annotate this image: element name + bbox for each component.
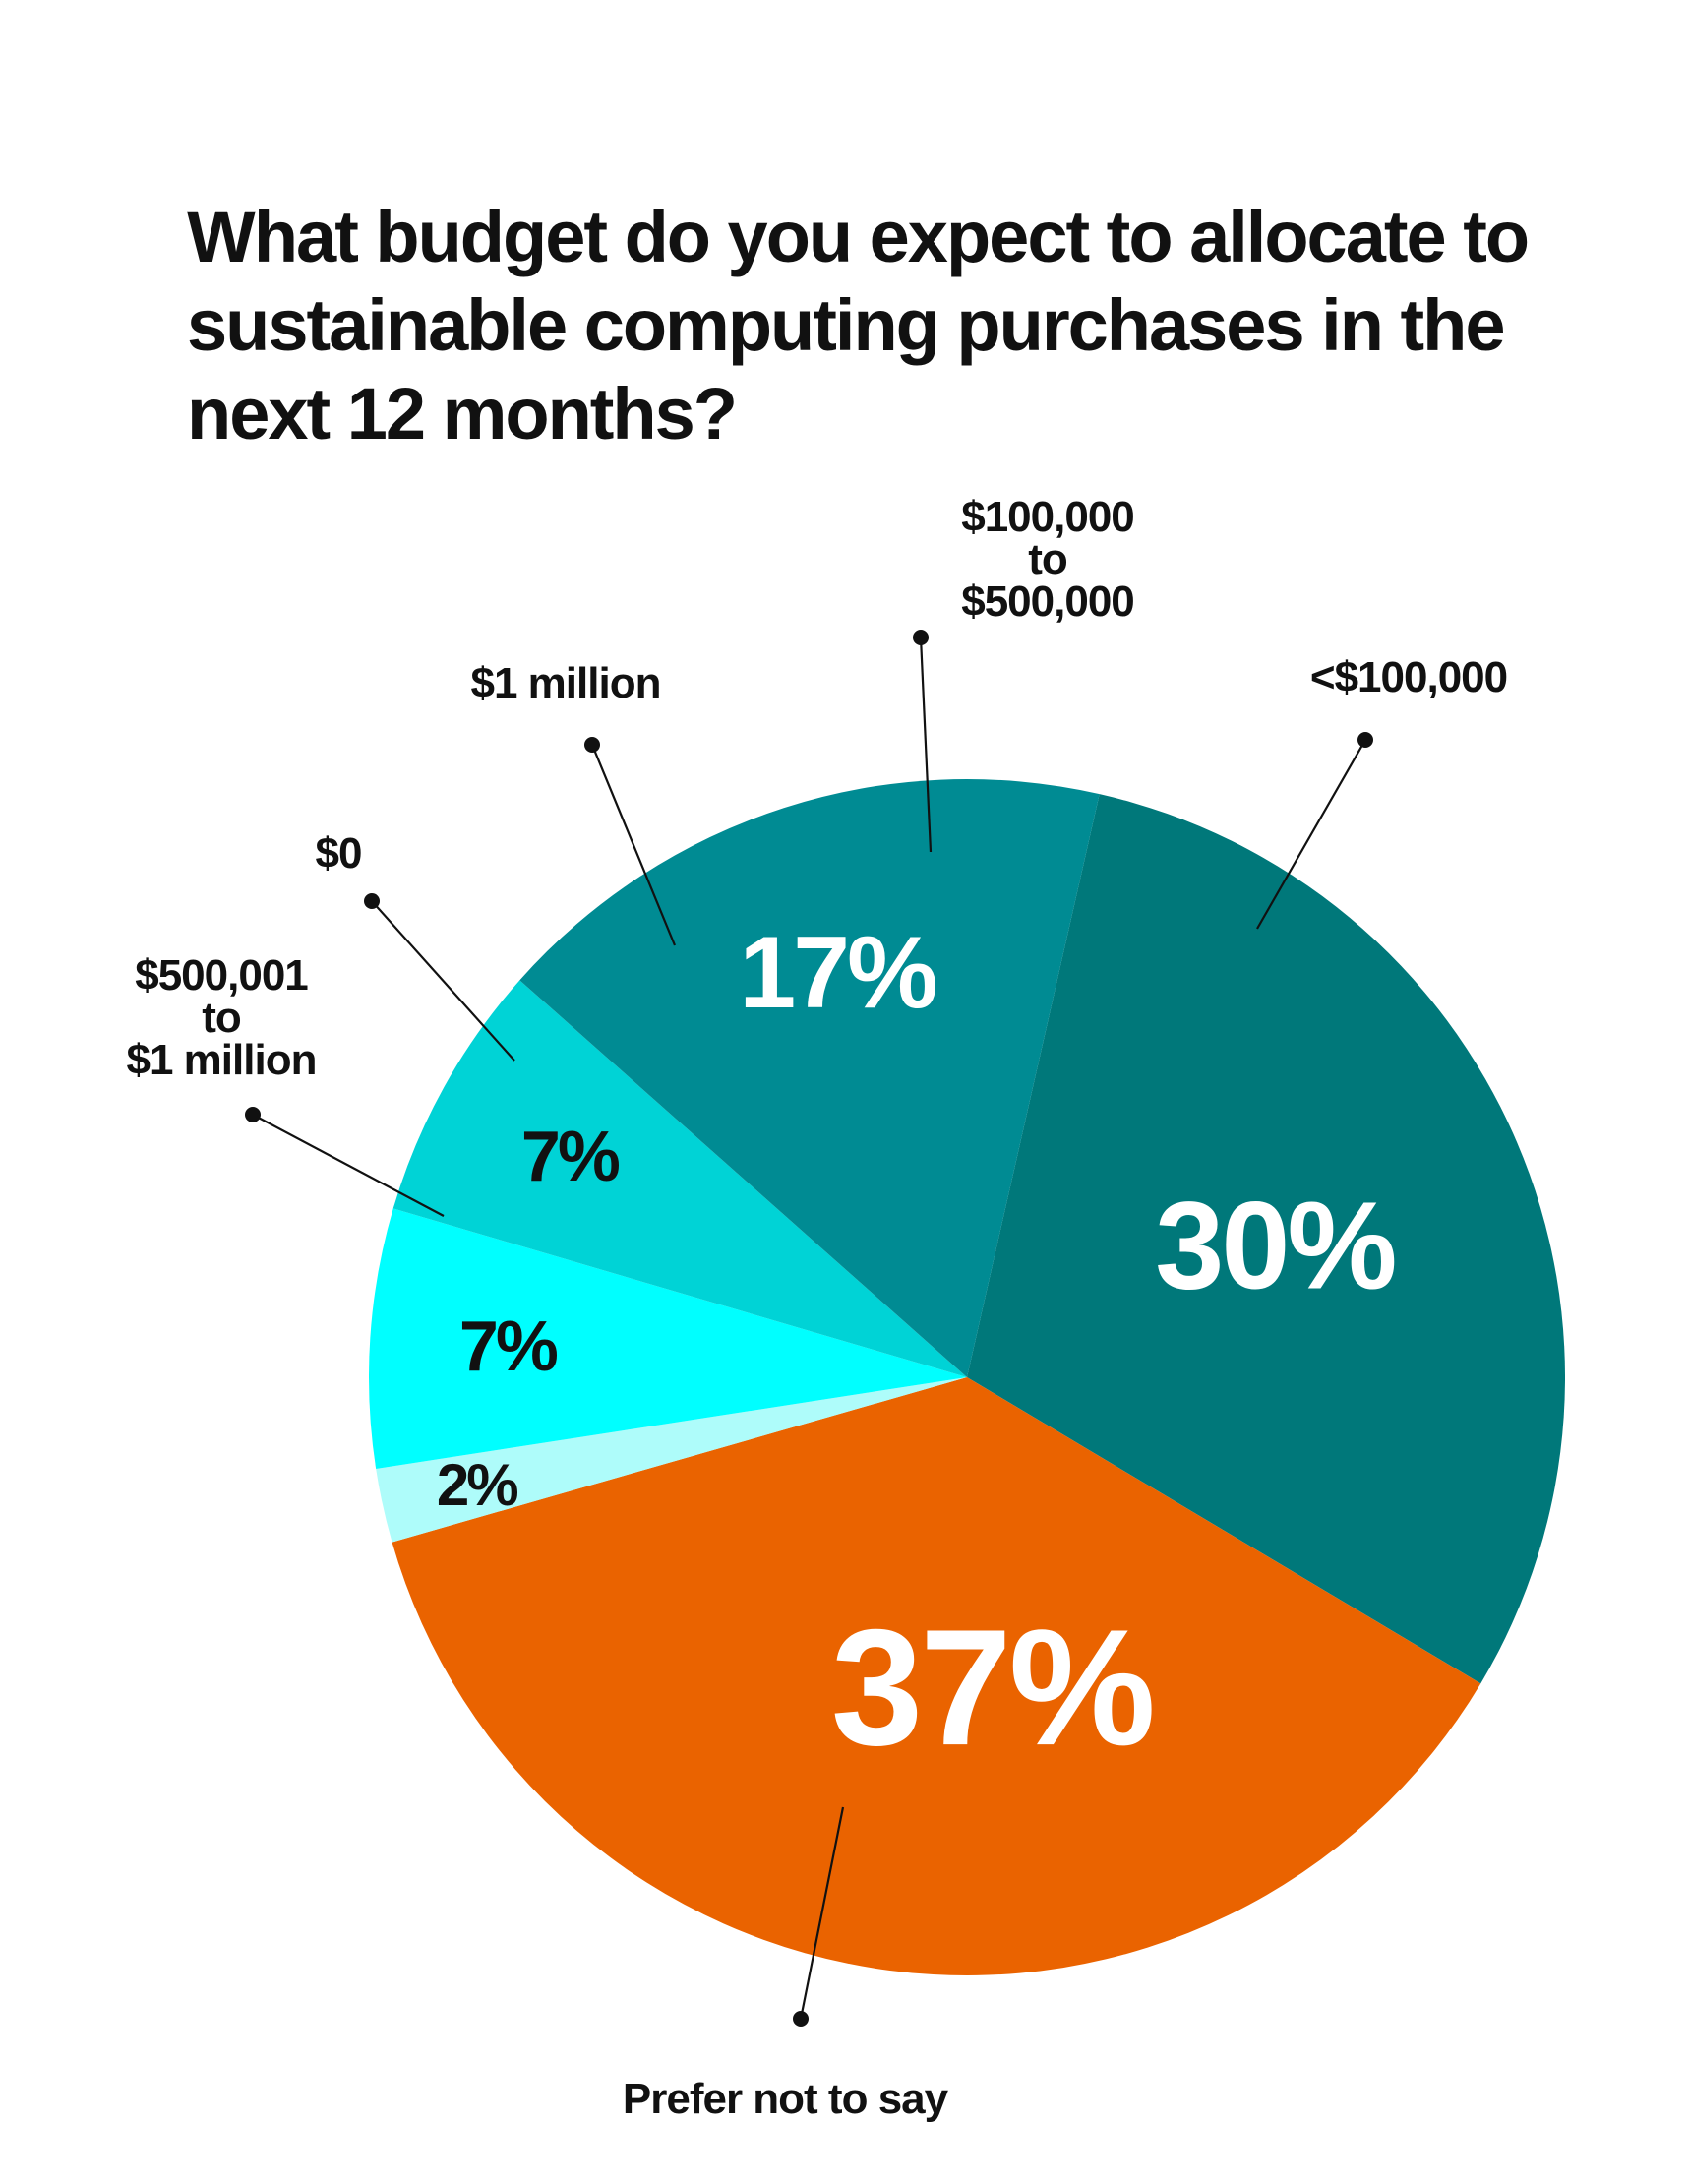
pie-slice-zero xyxy=(369,1208,967,1470)
callout-dot-lt100k xyxy=(1357,732,1373,748)
slice-category-label-line: $500,000 xyxy=(961,577,1134,626)
slice-category-label-line: $1 million xyxy=(471,659,661,707)
chart-title-line-2: sustainable computing purchases in the xyxy=(187,284,1506,366)
slice-category-label-line: $500,001 xyxy=(135,951,308,1000)
callout-line-prefer xyxy=(799,1806,845,2020)
pie-callouts xyxy=(245,630,1373,2027)
slice-category-label-500k1m: $500,001 to $1 million xyxy=(127,951,317,1084)
slice-value-label-100k500k: 17% xyxy=(739,916,935,1030)
callout-line-500k1m xyxy=(252,1114,445,1217)
callout-line-1m xyxy=(590,744,677,946)
callout-dot-500k1m xyxy=(245,1107,261,1122)
slice-value-label-1m: 7% xyxy=(521,1118,620,1196)
slice-value-label-lt100k: 30% xyxy=(1155,1176,1394,1314)
slice-category-label-line: $1 million xyxy=(127,1036,317,1084)
slice-value-label-zero: 7% xyxy=(459,1307,558,1386)
callout-line-100k500k xyxy=(919,637,933,853)
slice-category-label-line: <$100,000 xyxy=(1310,653,1507,701)
slice-category-label-line: to xyxy=(1028,535,1067,583)
chart-title-line-1: What budget do you expect to allocate to xyxy=(187,196,1530,277)
slice-value-label-500k1m: 2% xyxy=(437,1452,517,1518)
chart-title-line-3: next 12 months? xyxy=(187,373,738,455)
slice-category-label-line: to xyxy=(202,994,241,1042)
chart-title: What budget do you expect to allocate to… xyxy=(187,193,1564,458)
callout-dot-prefer xyxy=(793,2011,809,2027)
pie-slice-100k500k xyxy=(519,779,1100,1377)
slice-category-label-line: $100,000 xyxy=(961,493,1134,541)
callout-line-lt100k xyxy=(1256,739,1366,930)
callout-dot-zero xyxy=(364,893,380,909)
callout-dot-100k500k xyxy=(913,630,929,645)
slice-category-label-line: $0 xyxy=(316,829,362,878)
slice-value-label-prefer: 37% xyxy=(831,1595,1153,1780)
callout-dot-1m xyxy=(584,737,600,753)
slice-category-label-prefer: Prefer not to say xyxy=(623,2075,949,2123)
callout-line-zero xyxy=(371,900,515,1062)
slice-category-label-zero: $0 xyxy=(316,829,362,878)
slice-category-label-1m: $1 million xyxy=(471,659,661,707)
pie-slice-500k1m xyxy=(376,1377,967,1543)
pie-slices xyxy=(369,779,1566,1976)
slice-category-label-line: Prefer not to say xyxy=(623,2075,949,2123)
pie-slice-1m xyxy=(392,980,967,1377)
slice-category-label-100k500k: $100,000 to $500,000 xyxy=(961,493,1134,626)
pie-value-labels: 30% 37% 2% 7% 7% 17% xyxy=(437,916,1398,1780)
pie-slice-prefer xyxy=(392,1377,1481,1976)
pie-slice-lt100k xyxy=(967,794,1566,1684)
slice-category-label-lt100k: <$100,000 xyxy=(1310,653,1507,701)
